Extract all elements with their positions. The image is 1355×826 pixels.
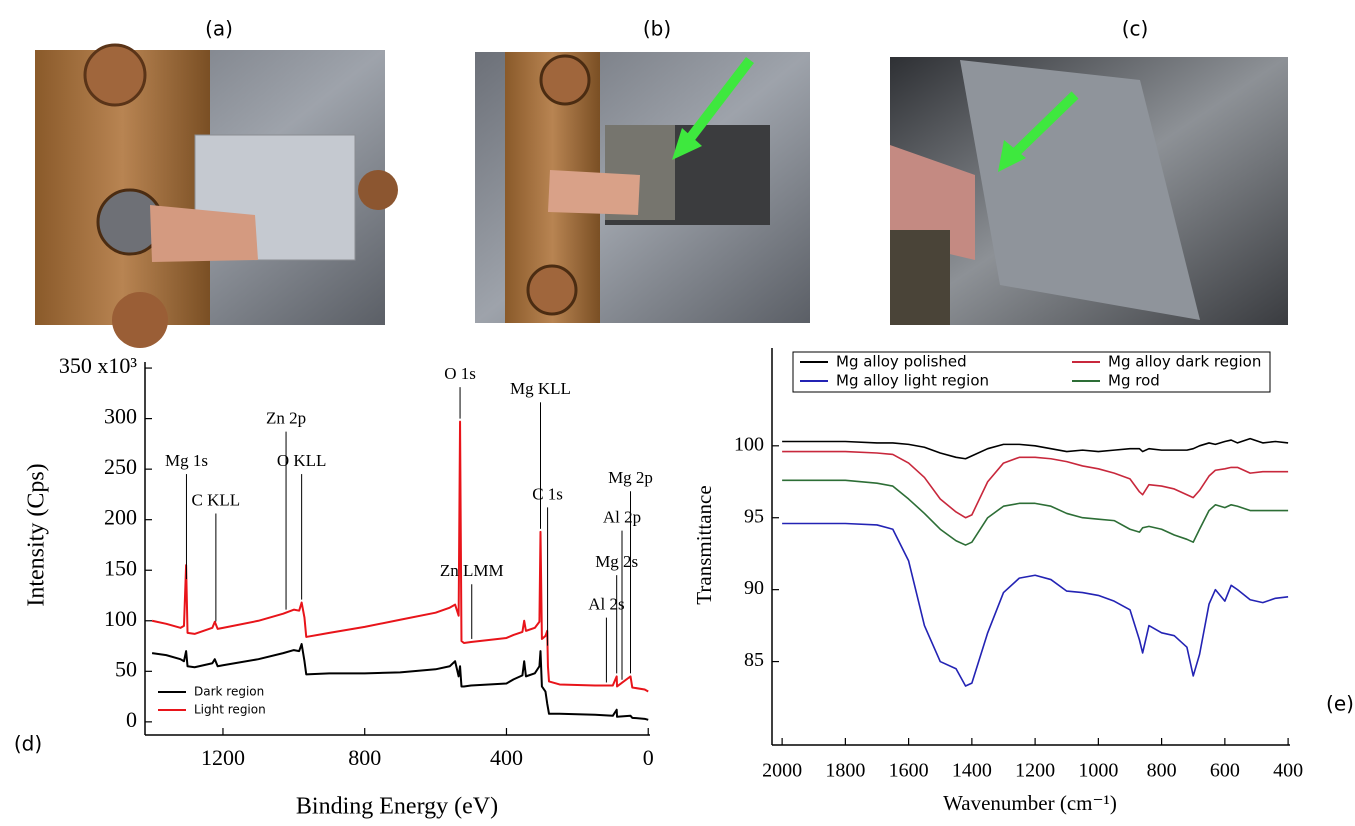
chart: 85 90 95 100 2000 1800 1600 1400 1200 1000 800 600 4… xyxy=(692,348,1354,815)
panel-label: (d) xyxy=(14,732,42,756)
figure: (a)(b)(c)050100150200250300350 x10³12008… xyxy=(0,0,1355,826)
y-tick-label: 95 xyxy=(744,505,764,527)
chart: 0 50 100 150 200 250 300 350 x10³ 1200 800 400 0 Bin… xyxy=(14,353,654,819)
peak-label: Zn 2p xyxy=(266,409,306,428)
peak-label: Al 2s xyxy=(588,595,624,614)
peak-label: Mg KLL xyxy=(510,379,571,398)
panel-label: (e) xyxy=(1326,692,1354,716)
y-axis-title: Intensity (Cps) xyxy=(24,463,50,606)
y-tick-label: 85 xyxy=(744,649,764,671)
y-tick-label: 100 xyxy=(104,606,137,631)
page: {"photos": [{"label": "(a)"}, {"label": … xyxy=(0,0,1355,826)
legend-label: Mg rod xyxy=(1108,372,1160,390)
y-tick-label: 300 xyxy=(104,404,137,429)
peak-label: Zn LMM xyxy=(440,561,504,580)
y-tick-label: 350 x10³ xyxy=(59,353,138,378)
y-tick-label: 50 xyxy=(115,656,137,681)
x-tick-label: 2000 xyxy=(762,760,802,782)
peak-label: Al 2p xyxy=(603,508,641,527)
x-tick-label: 800 xyxy=(348,745,381,770)
y-axis-title: Transmittance xyxy=(692,485,716,604)
x-tick-label: 0 xyxy=(643,745,654,770)
series-line xyxy=(782,480,1288,545)
x-tick-label: 1800 xyxy=(825,760,865,782)
peak-label: C 1s xyxy=(532,484,563,503)
panel-label: (a) xyxy=(205,17,233,41)
series-line xyxy=(782,523,1288,686)
peak-label: Mg 2p xyxy=(608,468,653,487)
legend-label: Dark region xyxy=(194,685,264,699)
legend-label: Mg alloy light region xyxy=(836,372,989,390)
series-line xyxy=(782,439,1288,459)
peak-label: Mg 2s xyxy=(595,552,638,571)
panel-label: (b) xyxy=(643,17,671,41)
x-tick-label: 800 xyxy=(1147,760,1177,782)
x-axis-title: Wavenumber (cm⁻¹) xyxy=(943,791,1117,815)
series-line xyxy=(152,422,648,692)
y-tick-label: 90 xyxy=(744,577,764,599)
legend-label: Mg alloy dark region xyxy=(1108,353,1261,371)
legend-label: Mg alloy polished xyxy=(836,353,967,371)
y-tick-label: 0 xyxy=(126,707,137,732)
x-tick-label: 400 xyxy=(490,745,523,770)
peak-label: O 1s xyxy=(444,364,476,383)
y-tick-label: 100 xyxy=(734,433,764,455)
x-tick-label: 600 xyxy=(1210,760,1240,782)
legend-label: Light region xyxy=(194,703,266,717)
panel-label: (c) xyxy=(1122,17,1149,41)
photo-b xyxy=(475,52,810,323)
x-tick-label: 1200 xyxy=(201,745,245,770)
x-tick-label: 1600 xyxy=(889,760,929,782)
x-tick-label: 1200 xyxy=(1015,760,1055,782)
x-tick-label: 400 xyxy=(1273,760,1303,782)
photo-a xyxy=(35,45,398,348)
peak-label: O KLL xyxy=(277,451,327,470)
y-tick-label: 150 xyxy=(104,555,137,580)
y-tick-label: 200 xyxy=(104,505,137,530)
x-tick-label: 1400 xyxy=(952,760,992,782)
photo-c xyxy=(890,57,1288,325)
peak-label: Mg 1s xyxy=(165,451,208,470)
x-axis-title: Binding Energy (eV) xyxy=(296,794,498,820)
y-tick-label: 250 xyxy=(104,454,137,479)
peak-label: C KLL xyxy=(192,490,241,509)
x-tick-label: 1000 xyxy=(1078,760,1118,782)
